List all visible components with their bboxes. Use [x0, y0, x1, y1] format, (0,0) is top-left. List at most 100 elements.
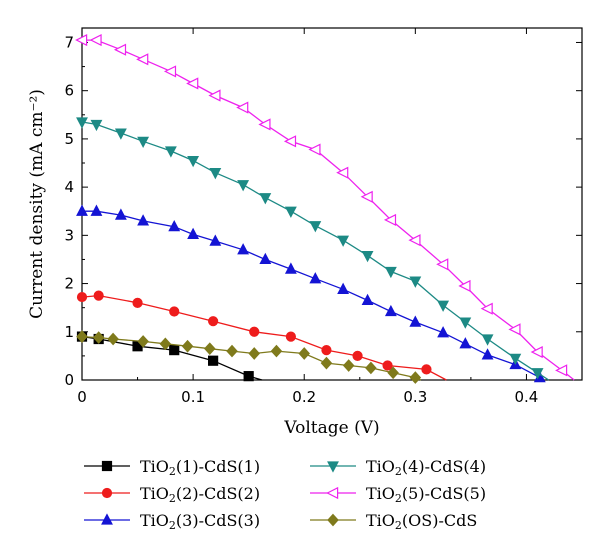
data-point: [352, 350, 363, 361]
series-2: [76, 290, 447, 381]
data-point: [92, 331, 105, 344]
data-point: [365, 361, 377, 375]
data-point: [75, 33, 88, 47]
data-point: [259, 252, 272, 265]
legend-swatch: [84, 487, 130, 499]
data-point: [283, 135, 297, 148]
data-point: [90, 204, 103, 216]
data-point: [209, 168, 222, 180]
data-point: [437, 300, 450, 312]
data-point: [508, 323, 521, 336]
legend-item: TiO2(1)-CdS(1): [84, 455, 302, 477]
data-point: [208, 89, 221, 102]
data-point: [169, 306, 180, 317]
data-point: [530, 345, 543, 359]
data-point: [308, 143, 321, 156]
data-point: [459, 337, 472, 349]
data-point: [480, 302, 493, 315]
legend-swatch: [310, 461, 356, 473]
data-point: [436, 258, 449, 271]
series-line: [81, 335, 263, 381]
data-point: [181, 339, 194, 353]
data-point: [298, 347, 310, 360]
legend: TiO2(1)-CdS(1) TiO2(4)-CdS(4) TiO2(2)-CdS(…: [84, 455, 554, 531]
data-point: [531, 368, 544, 380]
data-point: [76, 330, 88, 343]
data-point: [187, 156, 200, 168]
data-point: [137, 335, 149, 348]
legend-swatch: [84, 513, 130, 525]
legend-label: TiO2(4)-CdS(4): [366, 456, 487, 478]
y-tick-label: 2: [64, 275, 74, 293]
data-point: [342, 359, 355, 372]
x-tick-label: 0.4: [515, 388, 539, 406]
x-axis-title: Voltage (V): [283, 418, 379, 438]
y-axis-title: Current density (mA cm⁻²): [27, 89, 47, 319]
legend-item: TiO2(4)-CdS(4): [310, 455, 550, 477]
data-point: [107, 332, 119, 346]
data-point: [336, 166, 349, 179]
data-point: [204, 342, 216, 356]
data-point: [259, 193, 272, 205]
data-point: [309, 221, 322, 233]
data-point: [226, 344, 238, 358]
legend-item: TiO2(5)-CdS(5): [310, 482, 550, 504]
data-point: [509, 353, 522, 365]
data-point: [243, 371, 254, 382]
data-point: [164, 146, 177, 158]
data-point: [208, 355, 219, 366]
legend-swatch: [310, 513, 356, 527]
data-point: [337, 282, 350, 294]
data-point: [409, 315, 422, 327]
series-4: [76, 117, 550, 381]
data-point: [237, 243, 250, 255]
data-point: [114, 128, 127, 140]
data-point: [309, 272, 322, 284]
series-3: [76, 204, 546, 383]
data-point: [209, 234, 222, 246]
data-point: [384, 266, 397, 279]
x-tick-label: 0.1: [181, 388, 205, 406]
y-tick-label: 5: [64, 130, 74, 148]
data-point: [137, 214, 150, 226]
data-point: [555, 364, 568, 377]
legend-label: TiO2(1)-CdS(1): [140, 456, 261, 478]
legend-item: TiO2(3)-CdS(3): [84, 509, 302, 531]
data-point: [408, 234, 421, 247]
series-6: [76, 330, 422, 384]
series-5: [75, 33, 575, 381]
y-tick-label: 0: [64, 371, 74, 389]
data-point: [285, 331, 296, 342]
series-1: [76, 331, 263, 382]
y-tick-label: 6: [64, 82, 74, 100]
data-point: [76, 117, 88, 129]
data-point: [383, 213, 397, 226]
data-point: [101, 513, 113, 525]
y-tick-label: 1: [64, 323, 74, 341]
data-point: [320, 356, 333, 370]
data-point: [114, 208, 127, 220]
y-tick-label: 4: [64, 178, 74, 196]
y-tick-label: 7: [64, 33, 74, 51]
iv-curve-chart: 0 0.1 0.2 0.3 0.4 0 1 2 3 4 5 6 7 Voltage (V) Curren…: [27, 27, 583, 438]
data-point: [76, 291, 88, 303]
x-tick-label: 0.2: [292, 388, 316, 406]
x-tick-label: 0.3: [403, 388, 427, 406]
data-point: [76, 204, 88, 216]
data-point: [437, 326, 450, 338]
data-point: [236, 101, 249, 114]
x-tick-label: 0: [77, 388, 87, 406]
legend-item: TiO2(2)-CdS(2): [84, 482, 302, 504]
y-tick-label: 3: [64, 226, 74, 244]
data-point: [159, 337, 172, 351]
data-point: [249, 326, 260, 337]
legend-swatch: [84, 460, 130, 472]
data-point: [409, 371, 422, 384]
data-point: [284, 262, 297, 274]
legend-label: TiO2(3)-CdS(3): [140, 510, 261, 532]
data-point: [409, 276, 422, 288]
data-point: [361, 250, 374, 263]
data-point: [101, 460, 113, 472]
data-point: [137, 136, 150, 148]
series-line: [81, 121, 550, 381]
